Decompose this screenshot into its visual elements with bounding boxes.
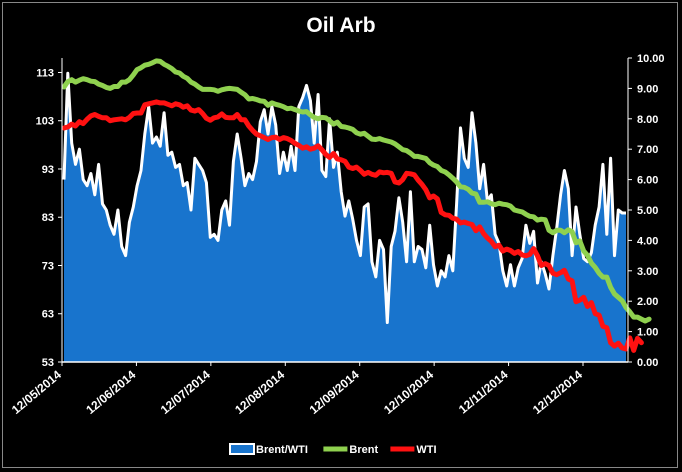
right-tick-label: 9.00 (637, 83, 658, 95)
left-y-axis: 53 63 73 83 93 103 113 (36, 58, 63, 369)
wti-line (61, 99, 644, 353)
plot-area (61, 58, 652, 362)
legend-label: Brent (349, 444, 378, 456)
right-tick-label: 10.00 (637, 53, 665, 65)
left-tick-label: 113 (36, 67, 54, 79)
right-tick-label: 8.00 (637, 114, 658, 126)
x-tick-label: 12/09/2014 (307, 367, 362, 417)
legend-label: WTI (416, 444, 436, 456)
x-tick-label: 12/05/2014 (9, 367, 64, 417)
brent-line (61, 58, 652, 324)
chart-title: Oil Arb (306, 14, 376, 37)
x-tick-label: 12/06/2014 (83, 367, 138, 417)
left-tick-label: 63 (42, 309, 54, 321)
left-tick-label: 53 (42, 357, 54, 369)
x-tick-label: 12/11/2014 (456, 367, 511, 416)
legend-swatch-brent-wti (229, 443, 255, 455)
right-tick-label: 1.00 (637, 327, 658, 339)
brent-wti-outline (62, 71, 626, 324)
right-tick-label: 0.00 (637, 357, 658, 369)
left-tick-label: 93 (42, 164, 54, 176)
left-tick-label: 73 (42, 260, 54, 272)
chart-frame (2, 2, 678, 468)
legend: Brent/WTI Brent WTI (229, 443, 437, 456)
x-tick-label: 12/10/2014 (381, 367, 436, 417)
x-tick-label: 12/07/2014 (158, 367, 213, 417)
right-y-axis: 0.00 1.00 2.00 3.00 4.00 5.00 6.00 7.00 8.00 9.00… (627, 53, 665, 369)
right-tick-label: 6.00 (637, 175, 658, 187)
legend-label: Brent/WTI (256, 444, 308, 456)
right-tick-label: 2.00 (637, 296, 658, 308)
left-tick-label: 103 (36, 116, 54, 128)
right-tick-label: 7.00 (637, 144, 658, 156)
x-axis: 12/05/2014 12/06/2014 12/07/2014 12/08/2014… (9, 361, 628, 417)
right-tick-label: 3.00 (637, 266, 658, 278)
left-tick-label: 83 (42, 212, 54, 224)
right-tick-label: 5.00 (637, 205, 658, 217)
x-tick-label: 12/08/2014 (232, 367, 287, 417)
right-tick-label: 4.00 (637, 235, 658, 247)
x-tick-label: 12/12/2014 (530, 367, 585, 417)
